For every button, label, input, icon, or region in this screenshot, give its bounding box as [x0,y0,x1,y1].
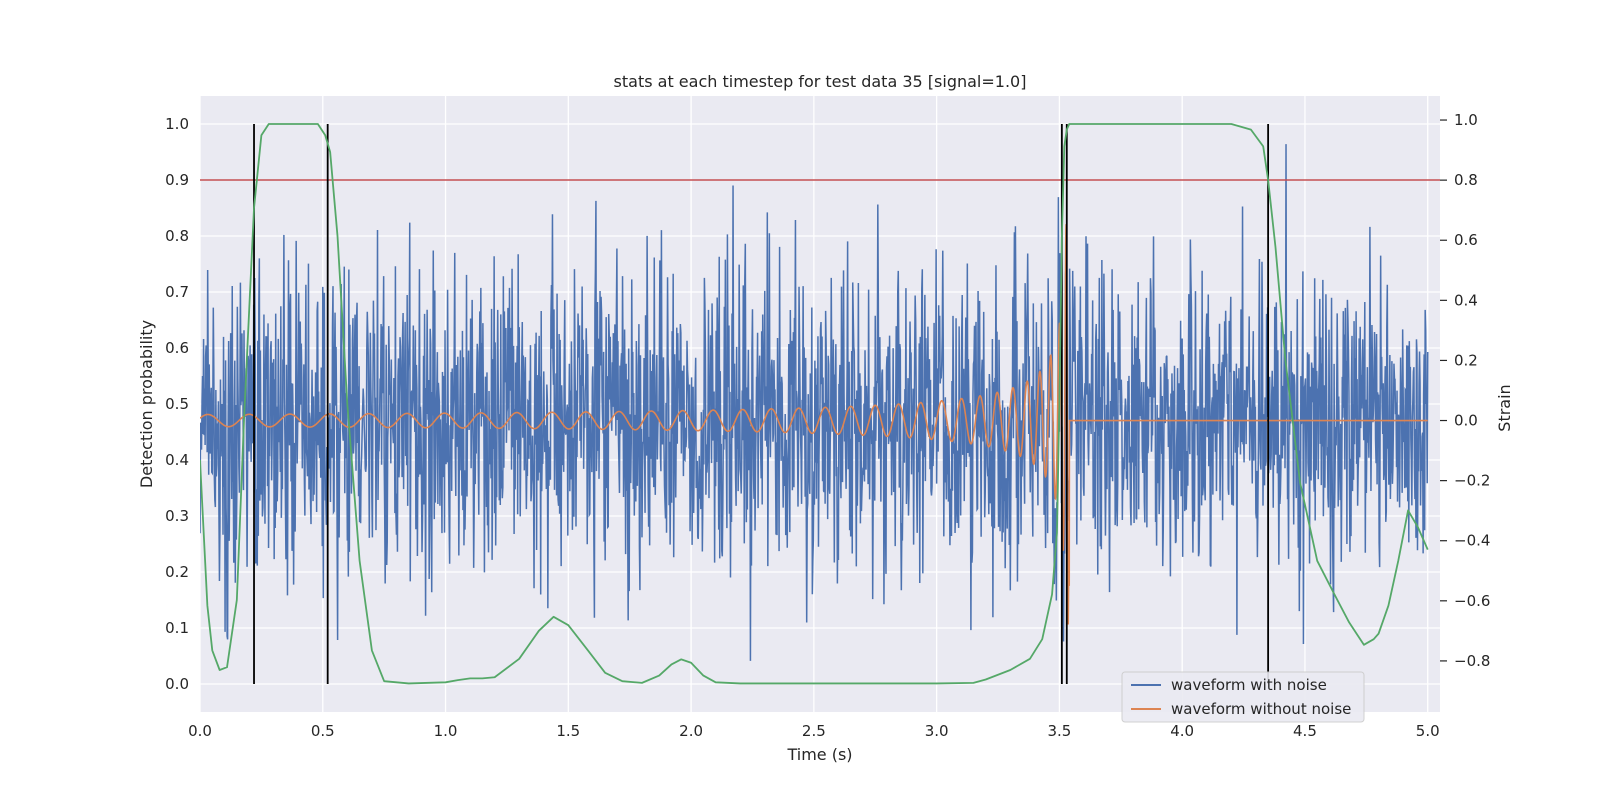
y-right-tick-label-2: −0.4 [1454,532,1490,550]
x-tick-label-10: 5.0 [1416,722,1440,740]
y-right-tick-label-6: 0.4 [1454,291,1478,309]
y-tick-label-4: 0.4 [165,451,189,469]
plot-area [200,123,1440,685]
y-axis-right-label: Strain [1495,384,1514,431]
series-line-detection-probability [200,123,1429,685]
x-tick-label-5: 2.5 [802,722,826,740]
y-tick-label-7: 0.7 [165,283,189,301]
ticks: 0.0 0.5 1.0 1.5 2.0 2.5 3.0 3.5 4.0 4.5 5.0 0.0 0.1 0… [165,111,1490,740]
x-tick-label-0: 0.0 [188,722,212,740]
legend: waveform with noise waveform without noi… [1121,671,1365,723]
y-right-tick-label-1: −0.6 [1454,592,1490,610]
x-tick-label-2: 1.0 [434,722,458,740]
y-axis-label: Detection probability [137,320,156,488]
y-right-tick-label-7: 0.6 [1454,231,1478,249]
y-right-tick-label-9: 1.0 [1454,111,1478,129]
y-tick-label-1: 0.1 [165,619,189,637]
y-tick-label-10: 1.0 [165,115,189,133]
x-tick-label-4: 2.0 [679,722,703,740]
chart-title: stats at each timestep for test data 35 … [614,72,1027,91]
y-tick-label-3: 0.3 [165,507,189,525]
y-tick-label-6: 0.6 [165,339,189,357]
y-right-tick-label-8: 0.8 [1454,171,1478,189]
x-tick-label-6: 3.0 [925,722,949,740]
y-tick-label-2: 0.2 [165,563,189,581]
x-tick-label-9: 4.5 [1293,722,1317,740]
y-tick-label-9: 0.9 [165,171,189,189]
legend-box [1121,671,1365,723]
y-right-tick-label-3: −0.2 [1454,472,1490,490]
x-axis-label: Time (s) [786,745,852,764]
x-tick-label-3: 1.5 [556,722,580,740]
y-tick-label-5: 0.5 [165,395,189,413]
series-line-waveform-with-noise [200,144,1429,661]
x-tick-label-1: 0.5 [311,722,335,740]
y-right-tick-label-0: −0.8 [1454,652,1490,670]
y-right-tick-label-4: 0.0 [1454,412,1478,430]
y-right-tick-label-5: 0.2 [1454,351,1478,369]
legend-label-noise: waveform with noise [1171,676,1327,694]
legend-label-clean: waveform without noise [1171,700,1351,718]
y-tick-label-0: 0.0 [165,675,189,693]
x-tick-label-8: 4.0 [1170,722,1194,740]
x-tick-label-7: 3.5 [1047,722,1071,740]
y-tick-label-8: 0.8 [165,227,189,245]
series-line-waveform-without-noise [200,224,1428,625]
